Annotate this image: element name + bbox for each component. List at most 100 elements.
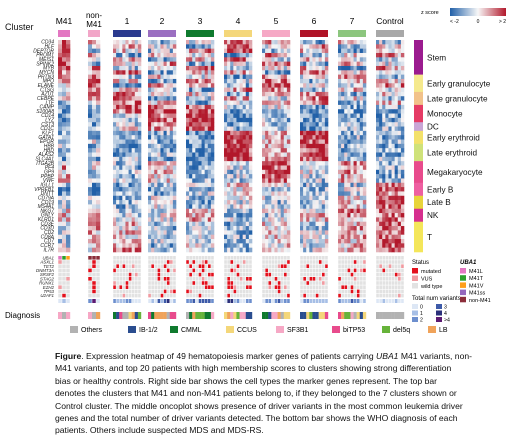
- heatmap-cell: [157, 187, 161, 192]
- heatmap-cell: [391, 247, 395, 253]
- heatmap-cell: [277, 226, 281, 231]
- heatmap-cell: [397, 200, 402, 205]
- heatmap-cell: [379, 109, 383, 114]
- heatmap-cell: [157, 169, 161, 175]
- heatmap-cell: [116, 234, 120, 240]
- heatmap-cell: [309, 152, 313, 158]
- heatmap-cell: [280, 187, 285, 192]
- oncoprint-cell: [62, 285, 66, 289]
- heatmap-cell: [157, 57, 161, 62]
- heatmap-cell: [154, 61, 158, 67]
- heatmap-cell: [192, 230, 196, 235]
- heatmap-cell: [379, 113, 383, 119]
- caption-text: denotes the clusters that M41 and non-M4…: [55, 388, 457, 399]
- heatmap-cell: [344, 226, 348, 231]
- heatmap-cell: [280, 178, 285, 184]
- heatmap-cell: [283, 148, 288, 153]
- heatmap-cell: [134, 117, 139, 123]
- oncoprint-cell: [131, 293, 135, 298]
- heatmap-cell: [239, 182, 243, 188]
- heatmap-cell: [388, 221, 392, 227]
- heatmap-cell: [66, 74, 71, 80]
- heatmap-cell: [116, 40, 120, 45]
- heatmap-cell: [66, 174, 71, 179]
- heatmap-cell: [148, 109, 152, 114]
- oncoprint-cell: [347, 281, 351, 285]
- heatmap-cell: [362, 87, 367, 93]
- oncoprint-cell: [274, 256, 278, 260]
- heatmap-cell: [353, 243, 357, 248]
- heatmap-cell: [160, 91, 164, 97]
- heatmap-cell: [277, 191, 281, 197]
- heatmap-cell: [198, 83, 202, 88]
- cell-type-label: Early B: [427, 185, 454, 194]
- heatmap-cell: [58, 139, 63, 145]
- heatmap-cell: [362, 204, 367, 210]
- heatmap-cell: [134, 40, 139, 45]
- gene-label: CD3E: [41, 221, 55, 227]
- oncoprint-cell: [88, 268, 92, 273]
- heatmap-cell: [160, 204, 164, 210]
- oncoprint-cell: [353, 281, 357, 285]
- heatmap-cell: [92, 96, 97, 101]
- heatmap-cell: [312, 44, 316, 49]
- heatmap-cell: [125, 40, 129, 45]
- heatmap-cell: [356, 113, 361, 119]
- heatmap-cell: [382, 165, 386, 171]
- heatmap-cell: [96, 161, 101, 166]
- oncoprint-cell: [265, 268, 268, 273]
- oncoprint-cell: [353, 264, 357, 268]
- heatmap-cell: [274, 169, 278, 175]
- heatmap-cell: [198, 152, 202, 158]
- heatmap-cell: [62, 195, 67, 201]
- heatmap-cell: [280, 113, 285, 119]
- heatmap-cell: [119, 104, 123, 110]
- oncoprint-cell: [122, 268, 126, 273]
- heatmap-cell: [62, 104, 67, 110]
- heatmap-cell: [242, 174, 247, 179]
- heatmap-cell: [189, 174, 193, 179]
- heatmap-cell: [350, 40, 354, 45]
- heatmap-cell: [154, 243, 158, 248]
- heatmap-cell: [356, 122, 361, 127]
- oncoprint-cell: [125, 285, 129, 289]
- heatmap-cell: [66, 195, 71, 201]
- heatmap-cell: [201, 122, 205, 127]
- heatmap-cell: [379, 139, 383, 145]
- heatmap-cell: [169, 104, 174, 110]
- heatmap-cell: [376, 200, 380, 205]
- heatmap-cell: [204, 191, 209, 197]
- heatmap-cell: [350, 91, 354, 97]
- heatmap-cell: [230, 152, 234, 158]
- heatmap-cell: [236, 113, 240, 119]
- heatmap-cell: [151, 178, 155, 184]
- heatmap-cell: [303, 113, 307, 119]
- heatmap-cell: [283, 195, 288, 201]
- heatmap-cell: [157, 130, 161, 136]
- heatmap-cell: [166, 57, 171, 62]
- heatmap-cell: [385, 200, 389, 205]
- heatmap-cell: [321, 243, 326, 248]
- heatmap-cell: [359, 70, 364, 75]
- heatmap-cell: [359, 204, 364, 210]
- heatmap-cell: [347, 191, 351, 197]
- heatmap-cell: [125, 161, 129, 166]
- heatmap-cell: [245, 83, 250, 88]
- heatmap-cell: [204, 100, 209, 106]
- heatmap-cell: [306, 117, 310, 123]
- heatmap-cell: [62, 117, 67, 123]
- heatmap-cell: [309, 148, 313, 153]
- heatmap-cell: [125, 213, 129, 218]
- heatmap-cell: [324, 52, 329, 58]
- heatmap-cell: [359, 165, 364, 171]
- heatmap-cell: [350, 109, 354, 114]
- oncoprint-cell: [239, 277, 243, 281]
- heatmap-cell: [148, 52, 152, 58]
- heatmap-cell: [186, 70, 190, 75]
- heatmap-cell: [172, 234, 177, 240]
- oncoprint-cell: [227, 264, 230, 268]
- oncoprint-cell: [300, 277, 303, 281]
- heatmap-cell: [388, 65, 392, 71]
- heatmap-cell: [245, 234, 250, 240]
- heatmap-cell: [192, 109, 196, 114]
